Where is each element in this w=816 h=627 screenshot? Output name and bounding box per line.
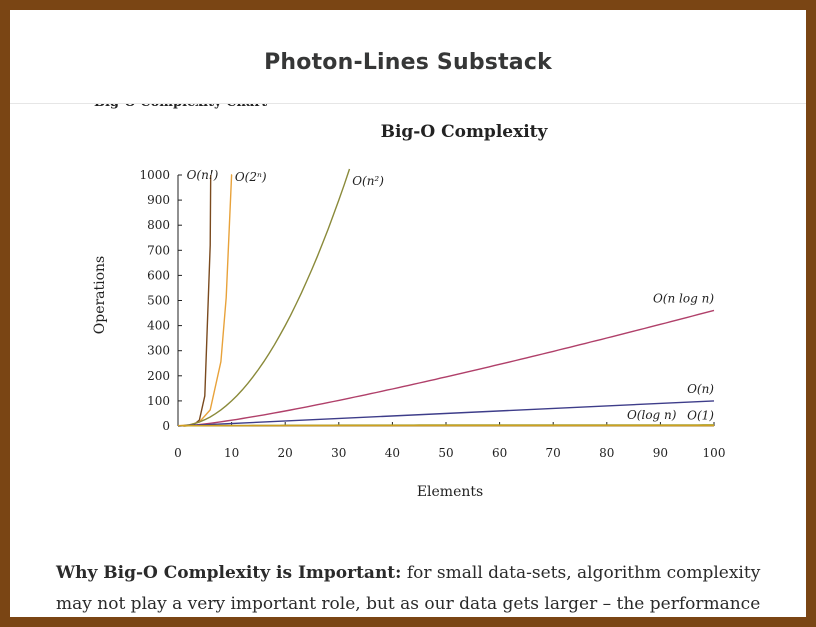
x-tick-label: 20 — [278, 446, 293, 460]
x-axis-label: Elements — [417, 484, 483, 500]
x-tick-label: 100 — [703, 446, 726, 460]
y-tick-label: 200 — [147, 369, 170, 383]
paragraph-text: for small data-sets, algorithm complexit… — [56, 563, 761, 614]
y-tick-label: 1000 — [139, 168, 170, 182]
y-tick-label: 0 — [162, 419, 170, 433]
series-line-n — [177, 400, 715, 427]
y-tick-label: 600 — [147, 268, 170, 282]
x-tick-label: 40 — [385, 446, 400, 460]
chart-curves — [177, 168, 715, 427]
series-line-n-fact — [178, 174, 212, 427]
big-o-chart: Big-O Complexity 01002003004005006007008… — [92, 122, 726, 500]
curve-label-n-fact: O(n!) — [187, 168, 219, 182]
curve-label-n-sq: O(n²) — [352, 174, 384, 188]
x-tick-label: 90 — [653, 446, 668, 460]
y-tick-label: 300 — [147, 344, 170, 358]
curve-label-n-log-n: O(n log n) — [653, 291, 714, 305]
y-axis-label: Operations — [92, 256, 108, 335]
y-tick-label: 800 — [147, 218, 170, 232]
paragraph-lead: Why Big-O Complexity is Important: — [56, 563, 402, 583]
y-tick-label: 100 — [147, 394, 170, 408]
y-tick-label: 900 — [147, 193, 170, 207]
x-tick-label: 30 — [331, 446, 346, 460]
curve-label-n: O(n) — [687, 382, 714, 396]
y-tick-label: 400 — [147, 319, 170, 333]
x-tick-label: 80 — [599, 446, 614, 460]
article-paragraph: Why Big-O Complexity is Important: for s… — [56, 558, 766, 617]
site-header: Photon-Lines Substack — [10, 10, 806, 104]
y-tick-label: 500 — [147, 294, 170, 308]
y-tick-label: 700 — [147, 243, 170, 257]
x-tick-label: 10 — [224, 446, 239, 460]
chart-title: Big-O Complexity — [381, 122, 549, 142]
chart-curve-labels: O(n!) O(2ⁿ) O(n²) O(n log n) O(n) O(log n) O(1… — [187, 168, 715, 423]
curve-label-log-n: O(log n) — [627, 408, 677, 422]
series-line-n-sq — [177, 168, 351, 427]
x-tick-label: 0 — [174, 446, 182, 460]
x-tick-label: 60 — [492, 446, 507, 460]
curve-label-two-n: O(2ⁿ) — [235, 170, 267, 184]
series-line-n-log-n — [183, 309, 715, 427]
curve-label-one: O(1) — [687, 409, 714, 423]
x-tick-label: 70 — [546, 446, 561, 460]
x-tick-label: 50 — [438, 446, 453, 460]
site-title[interactable]: Photon-Lines Substack — [264, 50, 552, 75]
article-page: Photon-Lines Substack Big-O Complexity C… — [10, 10, 806, 617]
